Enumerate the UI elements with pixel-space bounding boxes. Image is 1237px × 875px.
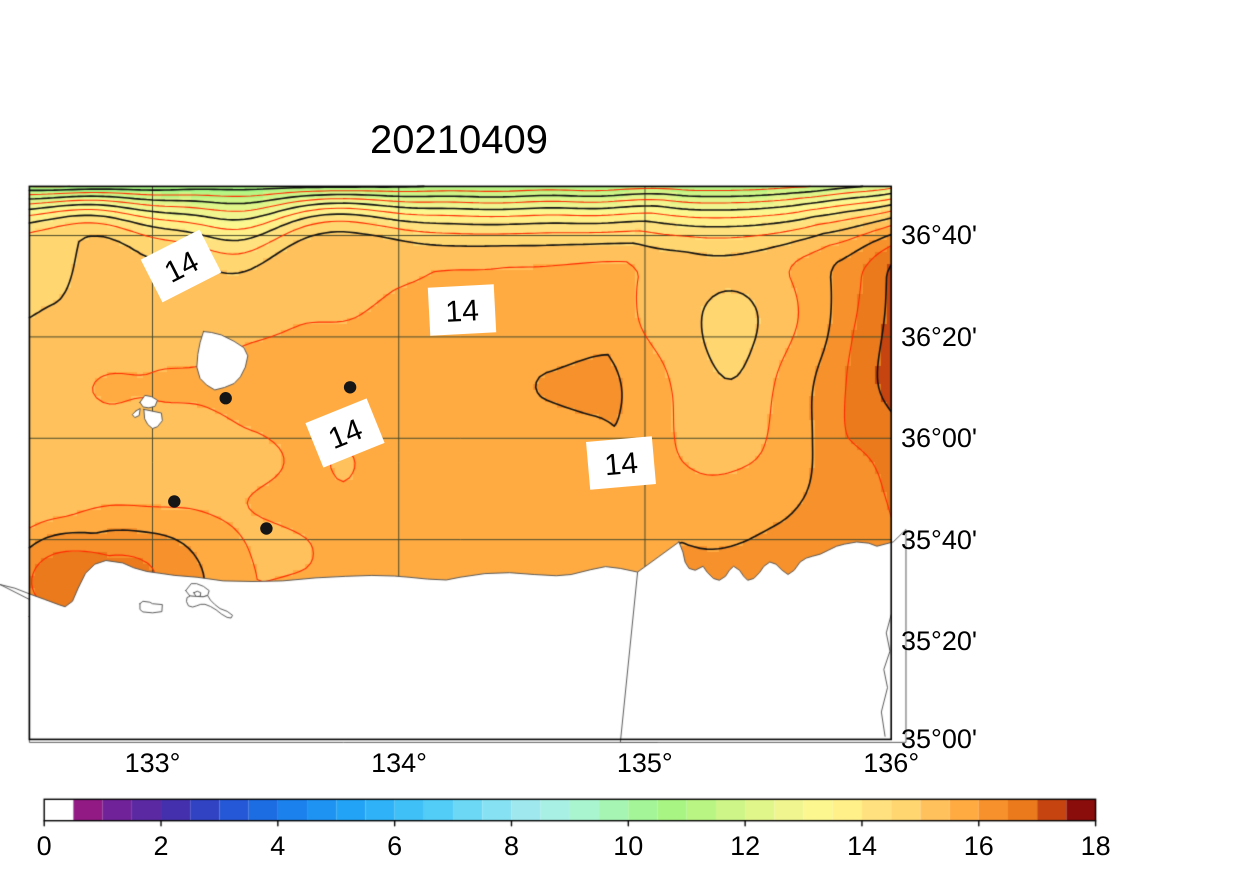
svg-text:8: 8 xyxy=(504,831,519,861)
svg-text:133°: 133° xyxy=(125,748,181,778)
svg-text:14: 14 xyxy=(603,447,639,483)
svg-text:35°00': 35°00' xyxy=(901,724,977,754)
svg-text:36°00': 36°00' xyxy=(901,423,977,453)
svg-text:0: 0 xyxy=(37,831,52,861)
svg-text:14: 14 xyxy=(445,294,480,329)
svg-text:16: 16 xyxy=(964,831,994,861)
svg-text:134°: 134° xyxy=(371,748,427,778)
svg-text:35°20': 35°20' xyxy=(901,626,977,656)
svg-text:36°40': 36°40' xyxy=(901,220,977,250)
svg-text:2: 2 xyxy=(153,831,168,861)
svg-text:35°40': 35°40' xyxy=(901,525,977,555)
svg-text:36°20': 36°20' xyxy=(901,322,977,352)
svg-text:4: 4 xyxy=(270,831,285,861)
svg-text:14: 14 xyxy=(847,831,877,861)
svg-text:135°: 135° xyxy=(617,748,673,778)
svg-text:20210409: 20210409 xyxy=(370,118,548,162)
svg-text:18: 18 xyxy=(1081,831,1111,861)
svg-text:6: 6 xyxy=(387,831,402,861)
svg-text:12: 12 xyxy=(730,831,760,861)
svg-text:10: 10 xyxy=(613,831,643,861)
